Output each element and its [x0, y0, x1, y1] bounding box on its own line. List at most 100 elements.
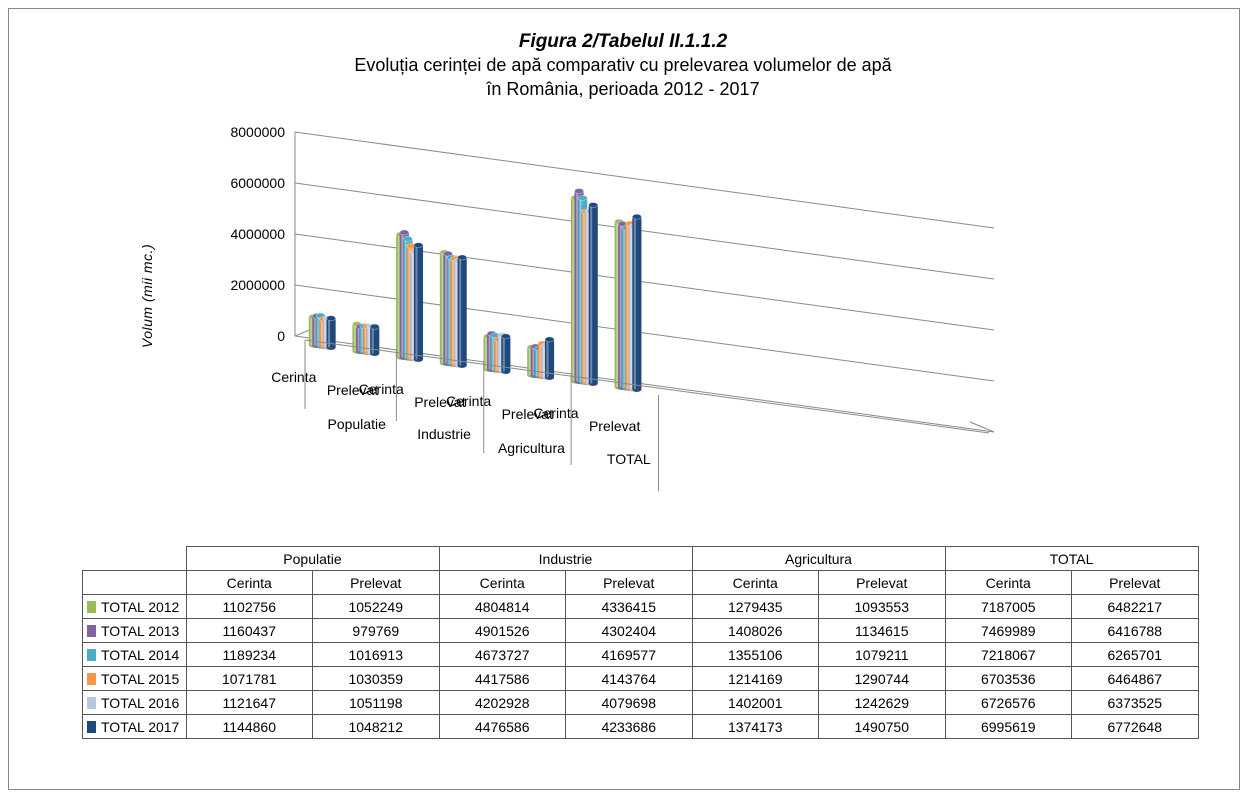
y-tick-label: 6000000	[230, 175, 285, 191]
table-sub-header: Cerinta	[438, 570, 566, 595]
chart: Figura 2/Tabelul II.1.1.2 Evoluția cerin…	[139, 31, 995, 491]
table-cell: 7218067	[944, 642, 1072, 667]
y-tick-labels: 0 2000000 4000000 6000000 8000000	[230, 124, 285, 344]
table-cell: 1030359	[312, 666, 440, 691]
table-cell: 1071781	[185, 666, 313, 691]
table-cell: 1102756	[185, 594, 313, 619]
table-cell: 1016913	[312, 642, 440, 667]
category-label: Prelevat	[327, 382, 378, 398]
table-group-header: Agricultura	[691, 546, 946, 571]
table-row: TOTAL 2014 1189234 1016913 4673727 4169577 13…	[82, 642, 1199, 667]
legend-swatch	[87, 624, 96, 637]
bar-total-2017	[326, 315, 336, 351]
category-label: Cerinta	[271, 369, 316, 385]
table-cell: 6726576	[944, 690, 1072, 715]
legend-swatch	[87, 696, 96, 709]
y-tick-label: 8000000	[230, 124, 285, 140]
table-cell: 979769	[312, 618, 440, 643]
table-cell: 1051198	[312, 690, 440, 715]
table-row: TOTAL 2013 1160437 979769 4901526 4302404 140…	[82, 618, 1199, 643]
group-label: Populatie	[327, 416, 386, 432]
table-corner	[82, 546, 187, 571]
y-tick-label: 0	[277, 328, 285, 344]
table-cell: 4476586	[438, 714, 566, 739]
category-label: Cerinta	[359, 381, 404, 397]
table-row: TOTAL 2016 1121647 1051198 4202928 4079698 14…	[82, 690, 1199, 715]
series-name: TOTAL 2017	[101, 718, 180, 735]
data-table: Populatie Industrie Agricultura TOTAL Cerint…	[82, 546, 1199, 739]
table-cell: 1052249	[312, 594, 440, 619]
table-cell: 6373525	[1071, 690, 1199, 715]
table-sub-header: Prelevat	[312, 570, 440, 595]
table-sub-header: Cerinta	[185, 570, 313, 595]
bar-total-2017	[413, 242, 424, 363]
table-cell: 4673727	[438, 642, 566, 667]
group-label: TOTAL	[607, 451, 651, 467]
chart-subtitle-line1: Evoluția cerinței de apă comparativ cu p…	[354, 55, 892, 75]
table-cell: 1374173	[691, 714, 819, 739]
legend-swatch	[87, 600, 96, 613]
legend-swatch	[87, 672, 96, 685]
series-name: TOTAL 2014	[101, 646, 180, 663]
table-sub-header: Cerinta	[691, 570, 819, 595]
group-label: Industrie	[417, 426, 471, 442]
category-label: Prelevat	[414, 394, 465, 410]
table-cell: 1402001	[691, 690, 819, 715]
table-group-header: Industrie	[438, 546, 693, 571]
table-cell: 4901526	[438, 618, 566, 643]
table-group-header: Populatie	[185, 546, 440, 571]
table-cell: 4417586	[438, 666, 566, 691]
y-tick-label: 2000000	[230, 277, 285, 293]
table-cell: 1093553	[818, 594, 946, 619]
table-cell: 6482217	[1071, 594, 1199, 619]
category-label: Cerinta	[533, 405, 578, 421]
bar-total-2017	[369, 323, 380, 357]
table-corner	[82, 570, 187, 595]
category-label: Prelevat	[589, 418, 640, 434]
table-sub-header: Cerinta	[944, 570, 1072, 595]
bar-total-2017	[544, 336, 555, 381]
table-cell: 6995619	[944, 714, 1072, 739]
series-name: TOTAL 2015	[101, 670, 180, 687]
table-sub-header: Prelevat	[565, 570, 693, 595]
table-cell: 4079698	[565, 690, 693, 715]
table-cell: 4202928	[438, 690, 566, 715]
group-label: Agricultura	[498, 440, 565, 456]
table-cell: 4143764	[565, 666, 693, 691]
table-cell: 4302404	[565, 618, 693, 643]
table-sub-header: Prelevat	[1071, 570, 1199, 595]
table-cell: 1160437	[185, 618, 313, 643]
table-cell: 1134615	[818, 618, 946, 643]
table-cell: 1355106	[691, 642, 819, 667]
table-cell: 4169577	[565, 642, 693, 667]
table-cell: 1490750	[818, 714, 946, 739]
table-row: TOTAL 2017 1144860 1048212 4476586 4233686 13…	[82, 714, 1199, 739]
series-name: TOTAL 2012	[101, 598, 180, 615]
table-cell: 1242629	[818, 690, 946, 715]
category-label: Prelevat	[502, 406, 553, 422]
chart-title: Figura 2/Tabelul II.1.1.2	[519, 31, 728, 52]
table-cell: 1279435	[691, 594, 819, 619]
table-group-header: TOTAL	[944, 546, 1199, 571]
legend-swatch	[87, 720, 96, 733]
table-cell: 7469989	[944, 618, 1072, 643]
y-tick-label: 4000000	[230, 226, 285, 242]
figure-frame: Figura 2/Tabelul II.1.1.2 Evoluția cerin…	[8, 8, 1240, 790]
bar-total-2017	[588, 202, 599, 387]
category-labels: CerintaPrelevatCerintaPrelevatCerintaPre…	[271, 339, 990, 491]
series-name: TOTAL 2016	[101, 694, 180, 711]
table-cell: 1121647	[185, 690, 313, 715]
bar-total-2017	[457, 254, 467, 369]
bar-total-2017	[501, 333, 511, 375]
table-cell: 6772648	[1071, 714, 1199, 739]
table-cell: 6464867	[1071, 666, 1199, 691]
table-cell: 1079211	[818, 642, 946, 667]
table-cell: 4804814	[438, 594, 566, 619]
table-cell: 7187005	[944, 594, 1072, 619]
category-label: Cerinta	[446, 393, 491, 409]
table-cell: 1189234	[185, 642, 313, 667]
table-cell: 1408026	[691, 618, 819, 643]
table-cell: 6703536	[944, 666, 1072, 691]
y-axis-label: Volum (mii mc.)	[139, 244, 155, 348]
table-row: TOTAL 2012 1102756 1052249 4804814 4336415 12…	[82, 594, 1199, 619]
